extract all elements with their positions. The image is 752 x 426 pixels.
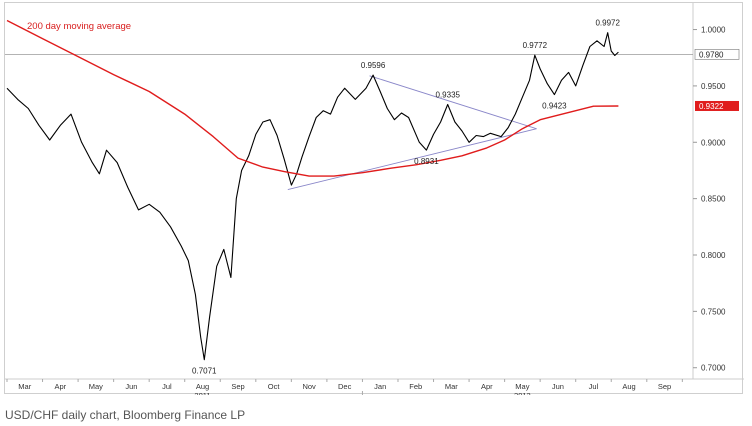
x-tick-label-16: Jul — [589, 382, 599, 391]
annotation-1: 0.9596 — [361, 61, 386, 70]
annotation-4: 0.9772 — [523, 41, 548, 50]
y-tick-label-6: 1.0000 — [701, 26, 726, 35]
annotation-3: 0.8931 — [414, 157, 439, 166]
chart-frame: 0.7000 0.7500 0.8000 0.8500 0.9000 0.9500 1.00… — [4, 2, 744, 395]
last-value-tag-0 — [695, 100, 739, 111]
x-tick-label-2: May — [89, 382, 103, 391]
annotation-6: 0.9972 — [595, 19, 620, 28]
trendline-1 — [369, 75, 537, 130]
x-tick-label-4: Jul — [162, 382, 172, 391]
price-chart: 0.7000 0.7500 0.8000 0.8500 0.9000 0.9500 1.00… — [5, 3, 744, 395]
x-tick-label-18: Sep — [658, 382, 671, 391]
reference-tag-0 — [694, 49, 740, 60]
x-tick-label-12: Mar — [445, 382, 458, 391]
y-tick-label-4: 0.9000 — [701, 138, 726, 147]
moving-average-line — [6, 19, 619, 177]
y-tick-label-2: 0.8000 — [701, 251, 726, 260]
y-tick-label-0: 0.7000 — [701, 364, 726, 373]
annotation-2: 0.9335 — [436, 91, 461, 100]
x-tick-label-5: Aug — [196, 382, 209, 391]
x-tick-label-9: Dec — [338, 382, 352, 391]
x-tick-label-8: Nov — [302, 382, 316, 391]
trendline-0 — [287, 128, 537, 191]
x-tick-label-10: Jan — [374, 382, 386, 391]
annotation-5: 0.9423 — [542, 102, 567, 111]
x-tick-label-1: Apr — [54, 382, 66, 391]
price-line — [6, 32, 619, 361]
x-tick-label-17: Aug — [622, 382, 635, 391]
last-value-label-0: 0.9322 — [699, 102, 724, 111]
x-tick-label-11: Feb — [409, 382, 422, 391]
legend-ma-label: 200 day moving average — [27, 21, 132, 32]
y-tick-label-5: 0.9500 — [701, 82, 726, 91]
x-tick-label-15: Jun — [552, 382, 564, 391]
x-tick-label-0: Mar — [18, 382, 31, 391]
year-label-1: 2012 — [514, 391, 531, 395]
reference-label-0: 0.9780 — [699, 50, 724, 59]
x-tick-label-7: Oct — [268, 382, 281, 391]
chart-caption: USD/CHF daily chart, Bloomberg Finance L… — [5, 408, 246, 422]
annotation-0: 0.7071 — [192, 367, 217, 376]
x-tick-label-6: Sep — [231, 382, 244, 391]
year-label-0: 2011 — [194, 391, 210, 395]
x-tick-label-14: May — [515, 382, 529, 391]
x-tick-label-13: Apr — [481, 382, 493, 391]
y-tick-label-3: 0.8500 — [701, 195, 726, 204]
y-tick-label-1: 0.7500 — [701, 307, 726, 316]
x-tick-label-3: Jun — [125, 382, 137, 391]
